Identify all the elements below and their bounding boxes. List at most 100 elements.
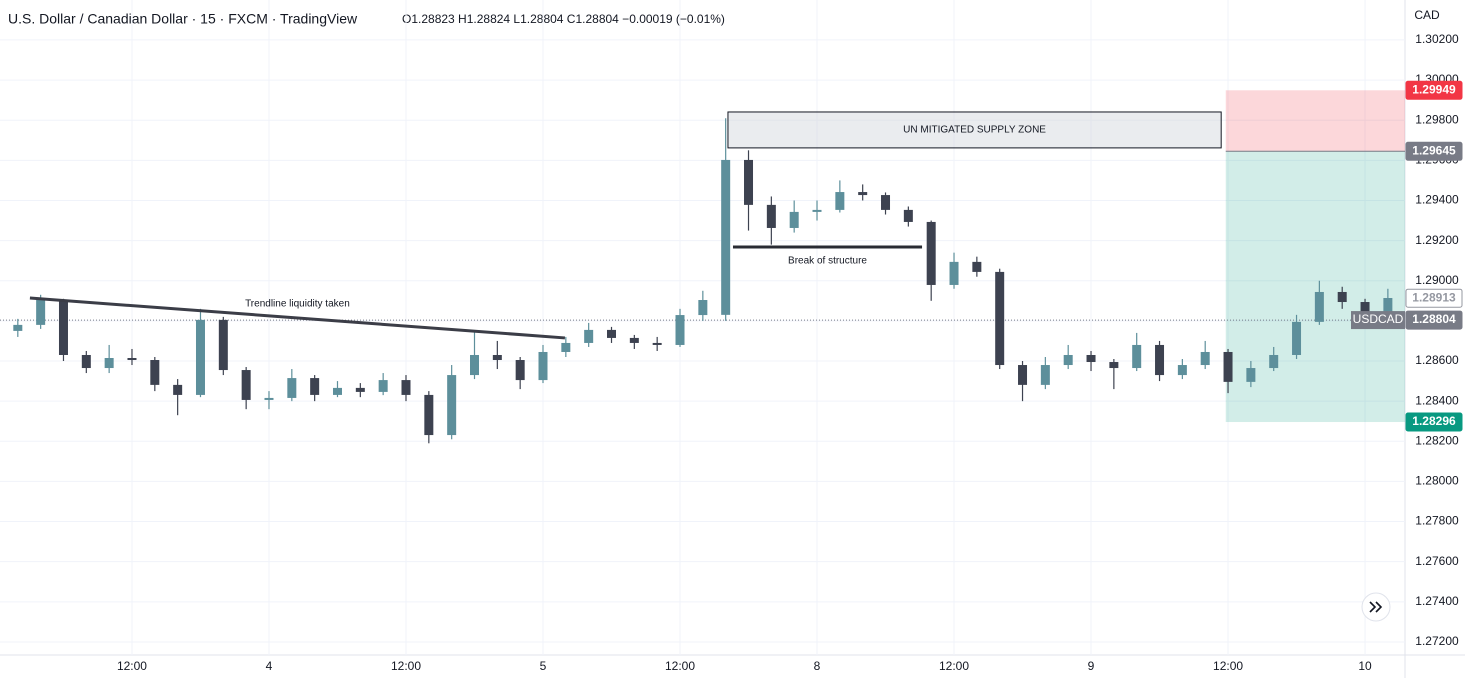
candle-body bbox=[218, 319, 228, 371]
candle-body bbox=[926, 221, 936, 285]
annotation-label: Break of structure bbox=[788, 256, 867, 267]
candle-body bbox=[812, 209, 822, 212]
x-tick-label: 5 bbox=[540, 659, 547, 673]
candle-body bbox=[584, 329, 594, 343]
candle-body bbox=[1177, 365, 1187, 376]
x-tick-label: 8 bbox=[814, 659, 821, 673]
candle-body bbox=[698, 300, 708, 316]
candle-body bbox=[1155, 344, 1165, 376]
candle-body bbox=[652, 342, 662, 345]
candle-body bbox=[378, 380, 388, 392]
candle-body bbox=[469, 354, 479, 376]
y-tick-label: 1.28200 bbox=[1415, 433, 1459, 447]
price-tag-box bbox=[1405, 80, 1463, 100]
symbol-tag: USDCAD bbox=[1353, 312, 1404, 326]
candle-body bbox=[561, 342, 571, 352]
candle-body bbox=[492, 354, 502, 361]
candle-body bbox=[150, 360, 160, 385]
price-tag: 1.29949 bbox=[1412, 82, 1456, 96]
y-tick-label: 1.28400 bbox=[1415, 393, 1459, 407]
candle-body bbox=[995, 271, 1005, 366]
candle-body bbox=[1109, 362, 1119, 369]
price-tag: 1.28804 bbox=[1412, 312, 1456, 326]
candle-body bbox=[789, 211, 799, 228]
supply-zone bbox=[727, 111, 1222, 149]
x-tick-label: 10 bbox=[1358, 659, 1372, 673]
candle-body bbox=[538, 351, 548, 381]
candle-body bbox=[241, 370, 251, 400]
candle-body bbox=[1246, 368, 1256, 382]
candle-body bbox=[607, 329, 617, 338]
candle-body bbox=[972, 261, 982, 272]
target-zone bbox=[1225, 151, 1405, 423]
candle-body bbox=[401, 380, 411, 395]
candle-body bbox=[332, 387, 342, 395]
y-tick-label: 1.28000 bbox=[1415, 474, 1459, 488]
candle-body bbox=[675, 315, 685, 345]
candle-body bbox=[1314, 291, 1324, 322]
y-tick-label: 1.30200 bbox=[1415, 32, 1459, 46]
candle-body bbox=[264, 397, 274, 400]
candle-body bbox=[81, 354, 91, 369]
candle-body bbox=[287, 378, 297, 398]
candle-body bbox=[13, 324, 23, 331]
candle-body bbox=[835, 192, 845, 210]
y-tick-label: 1.29800 bbox=[1415, 112, 1459, 126]
candle-body bbox=[1132, 344, 1142, 369]
candle-body bbox=[127, 358, 137, 361]
candle-body bbox=[1383, 298, 1393, 313]
candle-body bbox=[355, 387, 365, 392]
price-tag-box bbox=[1405, 310, 1463, 330]
symbol-tag-box bbox=[1351, 311, 1405, 330]
candle-body bbox=[1040, 365, 1050, 385]
candle-body bbox=[766, 204, 776, 228]
chart-title: U.S. Dollar / Canadian Dollar · 15 · FXC… bbox=[8, 11, 358, 27]
candle-body bbox=[1063, 354, 1073, 366]
y-tick-label: 1.27400 bbox=[1415, 594, 1459, 608]
price-tag: 1.28296 bbox=[1412, 414, 1456, 428]
y-tick-label: 1.28600 bbox=[1415, 353, 1459, 367]
y-tick-label: 1.27600 bbox=[1415, 554, 1459, 568]
candle-body bbox=[881, 195, 891, 210]
candle-body bbox=[1018, 365, 1028, 385]
candle-body bbox=[629, 337, 639, 343]
candle-body bbox=[721, 159, 731, 315]
axis-unit: CAD bbox=[1414, 8, 1440, 22]
candle-body bbox=[104, 358, 114, 369]
scroll-button[interactable] bbox=[1361, 592, 1391, 622]
candle-body bbox=[1292, 321, 1302, 355]
candle-body bbox=[1337, 291, 1347, 303]
annotation-line bbox=[29, 296, 566, 340]
price-tag: 1.29645 bbox=[1412, 143, 1456, 157]
candle-body bbox=[424, 394, 434, 436]
y-tick-label: 1.29200 bbox=[1415, 233, 1459, 247]
x-tick-label: 12:00 bbox=[117, 659, 147, 673]
candle-body bbox=[515, 360, 525, 381]
candle-body bbox=[173, 384, 183, 395]
price-tag-box bbox=[1405, 412, 1463, 432]
price-tag-box bbox=[1405, 288, 1463, 308]
zone-label: UN MITIGATED SUPPLY ZONE bbox=[903, 125, 1046, 136]
candle-body bbox=[195, 319, 205, 395]
y-tick-label: 1.29000 bbox=[1415, 273, 1459, 287]
x-tick-label: 12:00 bbox=[391, 659, 421, 673]
candle-body bbox=[1200, 351, 1210, 366]
candle-body bbox=[447, 375, 457, 436]
x-tick-label: 4 bbox=[266, 659, 273, 673]
candle-body bbox=[310, 378, 320, 395]
annotation-label: Trendline liquidity taken bbox=[245, 299, 350, 310]
y-tick-label: 1.29400 bbox=[1415, 193, 1459, 207]
candle-body bbox=[1360, 302, 1370, 313]
y-tick-label: 1.27800 bbox=[1415, 514, 1459, 528]
x-tick-label: 12:00 bbox=[1213, 659, 1243, 673]
candle-body bbox=[744, 159, 754, 205]
candle-body bbox=[36, 300, 46, 325]
y-tick-label: 1.27200 bbox=[1415, 634, 1459, 648]
ohlc-legend: O1.28823 H1.28824 L1.28804 C1.28804 −0.0… bbox=[402, 12, 725, 26]
x-tick-label: 12:00 bbox=[665, 659, 695, 673]
price-tag-box bbox=[1405, 141, 1463, 161]
candle-body bbox=[858, 192, 868, 196]
price-tag: 1.28913 bbox=[1412, 290, 1456, 304]
x-tick-label: 9 bbox=[1088, 659, 1095, 673]
candle-body bbox=[903, 209, 913, 222]
